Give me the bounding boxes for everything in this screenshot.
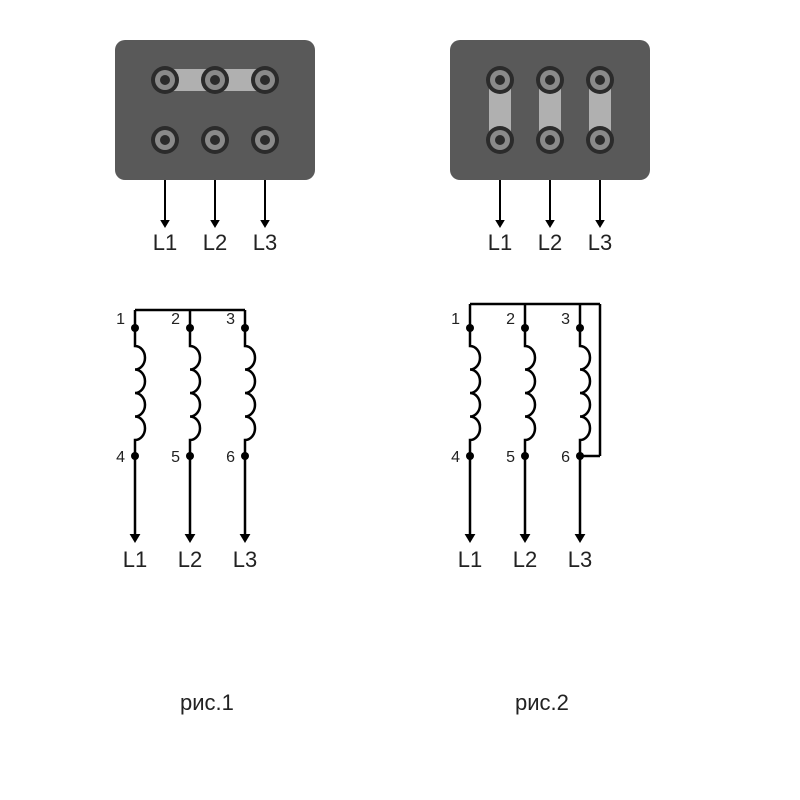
svg-text:L2: L2 <box>513 547 537 572</box>
svg-text:1: 1 <box>116 311 125 328</box>
svg-text:L3: L3 <box>588 230 612 255</box>
terminal-box: L1 L2 L3 <box>450 40 650 255</box>
svg-text:5: 5 <box>171 449 180 466</box>
svg-text:L3: L3 <box>233 547 257 572</box>
caption-fig2: рис.2 <box>515 690 569 716</box>
schematic: 1 4 L1 2 5 L2 3 6 L3 <box>116 310 257 572</box>
svg-text:L2: L2 <box>538 230 562 255</box>
schematic: 1 4 L1 2 5 L2 3 6 L3 <box>451 304 600 572</box>
svg-text:L1: L1 <box>123 547 147 572</box>
svg-text:L2: L2 <box>178 547 202 572</box>
svg-text:L2: L2 <box>203 230 227 255</box>
svg-text:L1: L1 <box>488 230 512 255</box>
svg-text:6: 6 <box>226 449 235 466</box>
diagram-root: L1 L2 L3 L1 L2 L3 1 4 L1 2 5 L2 3 6 L3 1 4 L1 2 5 L2 3 6 L3 рис… <box>0 0 800 800</box>
svg-text:1: 1 <box>451 311 460 328</box>
svg-text:5: 5 <box>506 449 515 466</box>
svg-text:2: 2 <box>506 311 515 328</box>
svg-text:4: 4 <box>451 449 460 466</box>
svg-text:L3: L3 <box>253 230 277 255</box>
svg-text:L1: L1 <box>458 547 482 572</box>
svg-text:3: 3 <box>561 311 570 328</box>
terminal-box: L1 L2 L3 <box>115 40 315 255</box>
svg-text:2: 2 <box>171 311 180 328</box>
svg-text:4: 4 <box>116 449 125 466</box>
svg-text:L3: L3 <box>568 547 592 572</box>
svg-text:6: 6 <box>561 449 570 466</box>
caption-fig1: рис.1 <box>180 690 234 716</box>
diagram-svg: L1 L2 L3 L1 L2 L3 1 4 L1 2 5 L2 3 6 L3 1 4 L1 2 5 L2 3 6 L3 <box>0 0 800 800</box>
svg-text:L1: L1 <box>153 230 177 255</box>
svg-text:3: 3 <box>226 311 235 328</box>
